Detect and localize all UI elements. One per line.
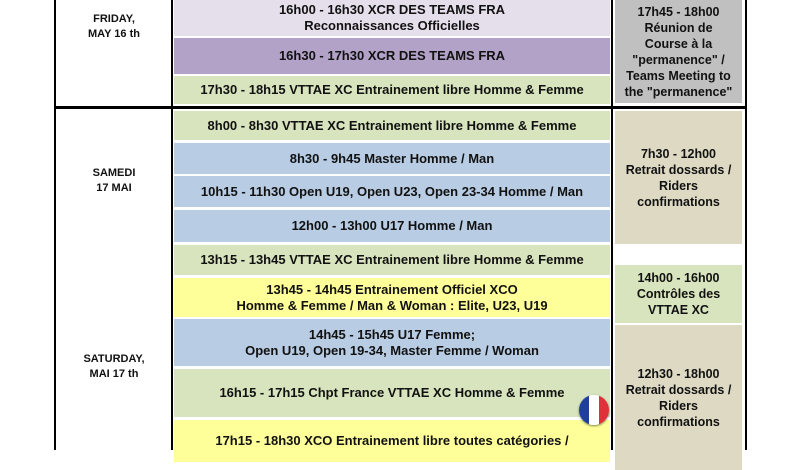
schedule-event: 13h15 - 13h45 VTTAE XC Entrainement libr… <box>174 245 610 275</box>
day-label-friday: FRIDAY, MAY 16 th <box>57 12 171 42</box>
text-line: the "permanence" <box>624 84 733 99</box>
text-line: Teams Meeting to <box>626 68 731 83</box>
schedule-event: 17h15 - 18h30 XCO Entrainement libre tou… <box>174 420 610 462</box>
day-line: MAI 17 th <box>89 368 139 380</box>
day-line: 17 MAI <box>96 182 132 194</box>
day-label-samedi: SAMEDI 17 MAI <box>57 166 171 196</box>
text-line: 12h30 - 18h00 <box>637 366 720 381</box>
text-line: 14h45 - 15h45 U17 Femme; <box>308 326 476 342</box>
text-line: Open U19, Open 19-34, Master Femme / Wom… <box>245 342 539 358</box>
schedule-event: 8h00 - 8h30 VTTAE XC Entrainement libre … <box>174 111 610 140</box>
side-info-box: 12h30 - 18h00 Retrait dossards / Riders con… <box>615 325 742 470</box>
text-line: 7h30 - 12h00 <box>640 146 717 161</box>
text-line: 13h45 - 14h45 Entrainement Officiel XCO <box>266 281 518 297</box>
text-line: Course à la <box>644 36 713 51</box>
column-divider-1 <box>171 0 173 450</box>
text-line: 13h15 - 13h45 VTTAE XC Entrainement libr… <box>200 252 584 267</box>
text-line: 8h30 - 9h45 Master Homme / Man <box>289 150 495 166</box>
schedule-event: 16h15 - 17h15 Chpt France VTTAE XC Homme… <box>174 369 610 417</box>
day-divider <box>54 106 747 109</box>
text-line: Reconnaissances Officielles <box>304 18 480 33</box>
table-border-right <box>745 0 747 450</box>
text-line: VTTAE XC <box>648 303 709 317</box>
text-line: 17h30 - 18h15 VTTAE XC Entrainement libr… <box>200 82 584 97</box>
text-line: Riders <box>659 178 698 193</box>
text-line: "permanence" / <box>632 52 725 67</box>
day-line: SATURDAY, <box>83 353 145 365</box>
text-line: Retrait dossards / <box>625 162 732 177</box>
text-line: Contrôles des <box>636 287 721 301</box>
text-line: Réunion de <box>644 20 713 35</box>
column-divider-2 <box>611 0 613 450</box>
schedule-event: 10h15 - 11h30 Open U19, Open U23, Open 2… <box>174 176 610 207</box>
schedule-event: 14h45 - 15h45 U17 Femme; Open U19, Open 1… <box>174 319 610 366</box>
schedule-event: 16h00 - 16h30 XCR DES TEAMS FRA Reconnais… <box>174 0 610 36</box>
text-line: 8h00 - 8h30 VTTAE XC Entrainement libre … <box>207 117 577 133</box>
france-flag-icon <box>579 395 609 425</box>
text-line: 16h00 - 16h30 XCR DES TEAMS FRA <box>278 2 506 17</box>
table-border-left <box>54 0 56 450</box>
day-line: FRIDAY, <box>93 13 135 25</box>
day-line: MAY 16 th <box>88 28 140 40</box>
text-line: 16h15 - 17h15 Chpt France VTTAE XC Homme… <box>219 385 565 400</box>
schedule-event: 12h00 - 13h00 U17 Homme / Man <box>174 210 610 242</box>
side-info-box: 7h30 - 12h00 Retrait dossards / Riders conf… <box>615 111 742 244</box>
schedule-event: 17h30 - 18h15 VTTAE XC Entrainement libr… <box>174 76 610 104</box>
text-line: 14h00 - 16h00 <box>637 271 720 285</box>
day-label-saturday: SATURDAY, MAI 17 th <box>57 352 171 382</box>
text-line: Retrait dossards / <box>625 382 732 397</box>
text-line: confirmations <box>637 194 720 209</box>
side-info-box: 14h00 - 16h00 Contrôles des VTTAE XC <box>615 265 742 323</box>
text-line: 17h15 - 18h30 XCO Entrainement libre tou… <box>215 433 569 448</box>
text-line: 16h30 - 17h30 XCR DES TEAMS FRA <box>278 48 506 63</box>
text-line: Homme & Femme / Man & Woman : Elite, U23… <box>236 297 548 313</box>
day-line: SAMEDI <box>92 167 136 179</box>
text-line: Riders <box>659 398 698 413</box>
text-line: 12h00 - 13h00 U17 Homme / Man <box>291 218 493 233</box>
schedule-event: 13h45 - 14h45 Entrainement Officiel XCO H… <box>174 278 610 317</box>
schedule-event: 16h30 - 17h30 XCR DES TEAMS FRA <box>174 38 610 74</box>
text-line: 10h15 - 11h30 Open U19, Open U23, Open 2… <box>200 183 584 199</box>
side-info-box: 17h45 - 18h00 Réunion de Course à la "perma… <box>615 0 742 103</box>
text-line: 17h45 - 18h00 <box>637 4 720 19</box>
text-line: confirmations <box>637 414 720 429</box>
schedule-event: 8h30 - 9h45 Master Homme / Man <box>174 143 610 174</box>
